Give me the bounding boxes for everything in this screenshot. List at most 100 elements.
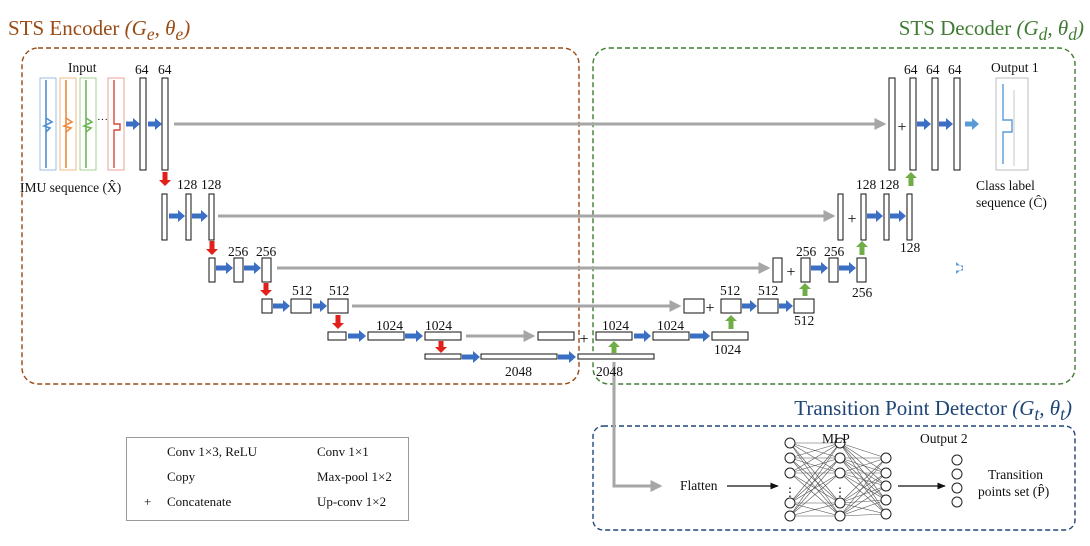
feature-map-block — [161, 77, 169, 171]
output1-label: Output 1 — [991, 60, 1039, 75]
feature-map-block — [860, 193, 867, 241]
up-conv-1x2-arrow — [905, 172, 917, 186]
feature-map-block — [683, 298, 705, 314]
conv-1x3-relu-arrow — [216, 262, 233, 274]
feature-map-block — [577, 353, 655, 360]
up-conv-1x2-arrow — [608, 341, 620, 353]
conv-1x3-relu-arrow — [273, 300, 290, 312]
mlp-connection — [839, 457, 887, 487]
class-label-line1: Class label — [976, 178, 1035, 193]
channel-label: 64 — [948, 62, 962, 77]
transition-label-line1: Transition — [988, 467, 1044, 482]
mlp-neuron — [784, 510, 796, 522]
mlp-connection — [789, 457, 841, 504]
mlp-neuron — [834, 510, 846, 522]
max-pool-1x2-arrow — [159, 172, 171, 186]
tpd-region — [592, 425, 1076, 531]
legend-upconv: Up-conv 1×2 — [317, 494, 387, 509]
conv-1x1-arrow-hidden — [956, 262, 963, 274]
legend: Conv 1×3, ReLU Conv 1×1 Copy Max-pool 1×… — [126, 437, 409, 521]
mlp-connection — [789, 472, 841, 517]
input-label: Input — [68, 60, 97, 75]
mlp-neuron — [834, 467, 846, 479]
channel-label: 64 — [158, 62, 172, 77]
mlp-connection — [789, 442, 841, 474]
mlp-connection — [839, 472, 887, 487]
mlp-connection — [789, 502, 841, 517]
transition-label-line2: points set (P̂) — [978, 484, 1050, 499]
mlp-ellipsis-1: ⋮ — [784, 485, 796, 499]
mlp-connection — [789, 442, 841, 504]
conv-1x3-relu-arrow — [558, 351, 576, 363]
flatten-label: Flatten — [680, 478, 718, 493]
concat-symbol-4: + — [705, 300, 714, 317]
concat-symbol-3: + — [786, 264, 795, 281]
legend-copy: Copy — [167, 469, 196, 484]
conv-1x3-relu-arrow — [169, 210, 185, 222]
decoder-title: STS Decoder (Gd, θd) — [898, 16, 1084, 45]
channel-label: 1024 — [425, 318, 452, 333]
concat-symbol-5: + — [579, 331, 588, 348]
feature-map-block — [290, 298, 312, 314]
feature-map-block — [757, 298, 779, 314]
imu-sequence-label: IMU sequence (X̂) — [20, 180, 122, 195]
mlp-neuron — [880, 452, 892, 464]
channel-label: 256 — [228, 244, 249, 259]
conv-1x3-relu-arrow — [917, 118, 931, 130]
max-pool-1x2-arrow — [206, 241, 218, 255]
mlp-connection — [839, 472, 887, 504]
channel-label: 1024 — [376, 318, 403, 333]
channel-label: 512 — [292, 283, 313, 298]
transition-points-output — [951, 454, 963, 508]
feature-map-block — [856, 257, 867, 283]
output-class-label-sequence — [995, 77, 1029, 171]
feature-map-block — [424, 353, 462, 360]
channel-label: 256 — [256, 244, 277, 259]
mlp-neuron — [880, 508, 892, 520]
feature-map-block — [161, 193, 168, 241]
decoder-region — [592, 47, 1076, 385]
channel-label: 512 — [329, 283, 350, 298]
mlp-neuron — [784, 437, 796, 449]
feature-map-block — [327, 298, 349, 314]
concat-symbol-2: + — [847, 211, 856, 228]
mlp-connection — [839, 499, 887, 504]
max-pool-1x2-arrow — [332, 315, 344, 329]
mlp-connection — [839, 457, 887, 515]
imu-input-sequences — [39, 77, 125, 171]
conv-1x3-relu-arrow — [313, 300, 327, 312]
mlp-connection — [839, 472, 887, 517]
mlp-label: MLP — [822, 431, 850, 446]
legend-maxpool: Max-pool 1×2 — [317, 469, 392, 484]
up-conv-1x2-arrow — [856, 241, 868, 255]
feature-map-block — [480, 353, 558, 360]
feature-map-block — [595, 331, 633, 341]
conv-1x3-relu-arrow — [742, 300, 757, 312]
feature-map-block — [909, 77, 917, 171]
feature-map-block — [139, 77, 147, 171]
conv-1x3-relu-arrow — [939, 118, 953, 130]
up-conv-1x2-arrow — [725, 315, 737, 329]
mlp-neuron — [784, 497, 796, 509]
mlp-connection — [839, 457, 887, 474]
channel-label: 2048 — [505, 364, 532, 379]
channel-label: 64 — [135, 62, 149, 77]
channel-label: 1024 — [602, 318, 629, 333]
channel-label: 512 — [794, 313, 815, 328]
channel-label: 128 — [879, 177, 900, 192]
mlp-connection — [839, 472, 887, 515]
mlp-connection — [789, 457, 841, 517]
mlp-connection — [839, 485, 887, 517]
feature-map-block — [931, 77, 939, 171]
conv-1x3-relu-arrow — [192, 210, 208, 222]
channel-label: 256 — [824, 244, 845, 259]
conv-1x3-relu-arrow — [890, 210, 906, 222]
conv-1x3-relu-arrow — [148, 118, 162, 130]
feature-map-block — [837, 193, 844, 241]
mlp-connection — [789, 442, 841, 459]
class-label-line2: sequence (Ĉ) — [976, 195, 1047, 210]
legend-conv1: Conv 1×1 — [317, 444, 369, 459]
encoder-title: STS Encoder (Ge, θe) — [8, 16, 191, 45]
channel-label: 128 — [177, 177, 198, 192]
mlp-neuron — [834, 497, 846, 509]
